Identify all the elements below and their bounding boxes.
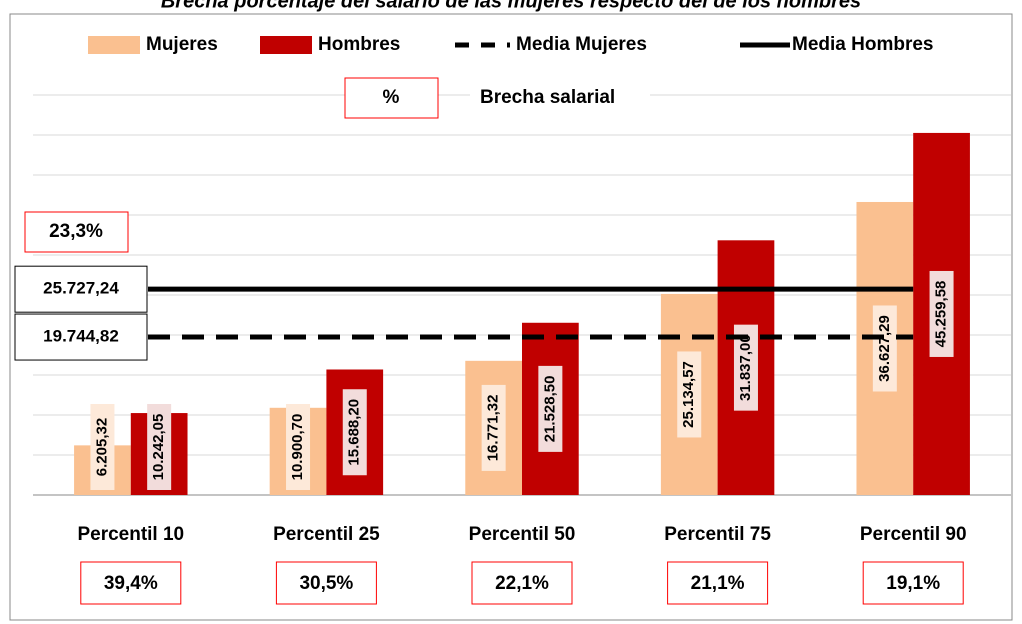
gap-label: 19,1% (886, 573, 940, 594)
value-label-bg (872, 305, 897, 392)
value-label-bg (677, 351, 702, 438)
gap-label: 39,4% (104, 573, 158, 594)
mean-label-box (14, 265, 148, 313)
legend-swatch (88, 36, 140, 54)
value-label: 10.242,05 (150, 414, 167, 481)
value-label-bg (481, 384, 506, 471)
value-label: 25.134,57 (680, 361, 697, 428)
value-label-bg (90, 404, 115, 490)
value-label: 21.528,50 (541, 376, 558, 443)
chart-frame (9, 13, 1013, 621)
mean-gap-label: 23,3% (49, 221, 103, 242)
mean-label: 19.744,82 (43, 327, 119, 346)
x-tick-label: Percentil 10 (77, 524, 184, 545)
value-label: 15.688,20 (346, 399, 363, 466)
value-label-bg (147, 404, 172, 490)
value-label: 6.205,32 (93, 418, 110, 476)
gap-box (862, 561, 964, 605)
gap-label: 21,1% (691, 573, 745, 594)
gap-legend-box (344, 77, 439, 119)
mean-gap-box (24, 211, 129, 253)
value-label-bg (286, 404, 311, 490)
mean-label-box (14, 313, 148, 361)
gap-box (667, 561, 769, 605)
value-label-bg (929, 270, 954, 357)
value-label: 45.259,58 (933, 281, 950, 348)
gap-box (275, 561, 377, 605)
value-label-bg (538, 365, 563, 452)
x-tick-label: Percentil 75 (664, 524, 771, 545)
legend-label: Media Mujeres (516, 34, 647, 55)
legend-label: Mujeres (146, 34, 218, 55)
gap-legend-label: Brecha salarial (480, 87, 615, 108)
legend-label: Hombres (318, 34, 400, 55)
gap-box (471, 561, 573, 605)
x-tick-label: Percentil 50 (469, 524, 576, 545)
gap-label: 22,1% (495, 573, 549, 594)
value-label: 10.900,70 (289, 414, 306, 481)
value-label: 16.771,32 (485, 395, 502, 462)
legend-label: Media Hombres (792, 34, 933, 55)
gap-label: 30,5% (299, 573, 353, 594)
x-tick-label: Percentil 90 (860, 524, 967, 545)
value-label: 31.837,00 (737, 334, 754, 401)
chart-title: Brecha porcentaje del salario de las muj… (161, 0, 861, 12)
value-label: 36.627,29 (876, 315, 893, 382)
x-tick-label: Percentil 25 (273, 524, 380, 545)
legend-swatch (260, 36, 312, 54)
mean-label: 25.727,24 (43, 279, 119, 298)
gap-box (80, 561, 182, 605)
gap-legend-text-bg (470, 84, 650, 112)
value-label-bg (342, 389, 367, 476)
gap-legend-symbol: % (383, 87, 400, 108)
